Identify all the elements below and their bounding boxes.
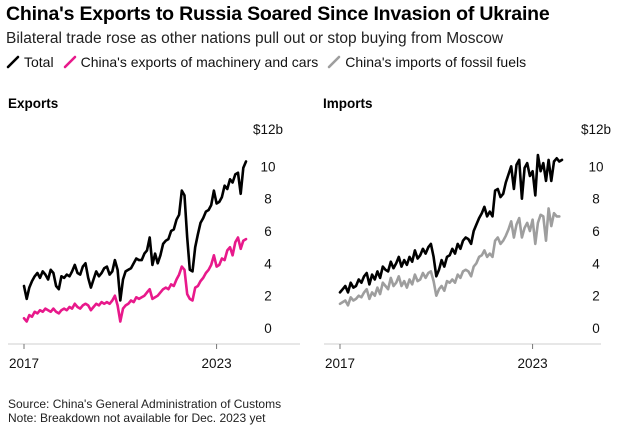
series-line-fossil-fuels (338, 207, 561, 307)
legend-swatch-machinery (63, 55, 76, 69)
source-note: Source: China's General Administration o… (8, 397, 281, 425)
y-tick-label: 0 (592, 321, 600, 336)
series-line-total (22, 160, 248, 302)
y-tick-label: 0 (264, 321, 272, 336)
chart-panel-imports: Imports $12b 10 8 6 4 2 0 2017 2023 (323, 96, 611, 371)
legend-item-fossil-fuels: China's imports of fossil fuels (327, 54, 526, 70)
panel-title: Exports (8, 96, 58, 111)
y-unit-label: $12b (253, 122, 283, 137)
x-tick-label: 2017 (9, 356, 39, 371)
note-line: Note: Breakdown not available for Dec. 2… (8, 411, 266, 425)
legend-label-machinery: China's exports of machinery and cars (80, 54, 319, 70)
y-tick-label: 8 (592, 192, 600, 207)
y-tick-label: 2 (592, 289, 600, 304)
panel-title: Imports (323, 96, 373, 111)
legend-swatch-fossil-fuels (327, 55, 341, 69)
legend: Total China's exports of machinery and c… (6, 54, 535, 70)
legend-item-total: Total (6, 54, 54, 70)
chart-subtitle: Bilateral trade rose as other nations pu… (6, 30, 504, 47)
y-unit-label: $12b (581, 122, 611, 137)
source-line: Source: China's General Administration o… (8, 397, 282, 411)
y-tick-label: 10 (260, 159, 275, 174)
y-tick-label: 10 (588, 159, 603, 174)
legend-swatch-total (6, 55, 20, 69)
series-line-total (338, 153, 564, 294)
x-tick-label: 2017 (325, 356, 355, 371)
chart-panel-exports: Exports $12b 10 8 6 4 2 0 2017 2023 (8, 96, 300, 371)
x-tick-label: 2023 (202, 356, 232, 371)
x-tick-label: 2023 (518, 356, 548, 371)
legend-label-total: Total (24, 54, 54, 70)
y-tick-label: 6 (264, 224, 272, 239)
series-line-machinery (22, 236, 248, 323)
y-tick-label: 8 (264, 192, 272, 207)
y-tick-label: 4 (264, 256, 272, 271)
legend-label-fossil-fuels: China's imports of fossil fuels (345, 54, 527, 70)
y-tick-label: 2 (264, 289, 272, 304)
legend-item-machinery: China's exports of machinery and cars (63, 54, 319, 70)
y-tick-label: 4 (592, 256, 600, 271)
chart-title: China's Exports to Russia Soared Since I… (6, 3, 550, 25)
y-tick-label: 6 (592, 224, 600, 239)
